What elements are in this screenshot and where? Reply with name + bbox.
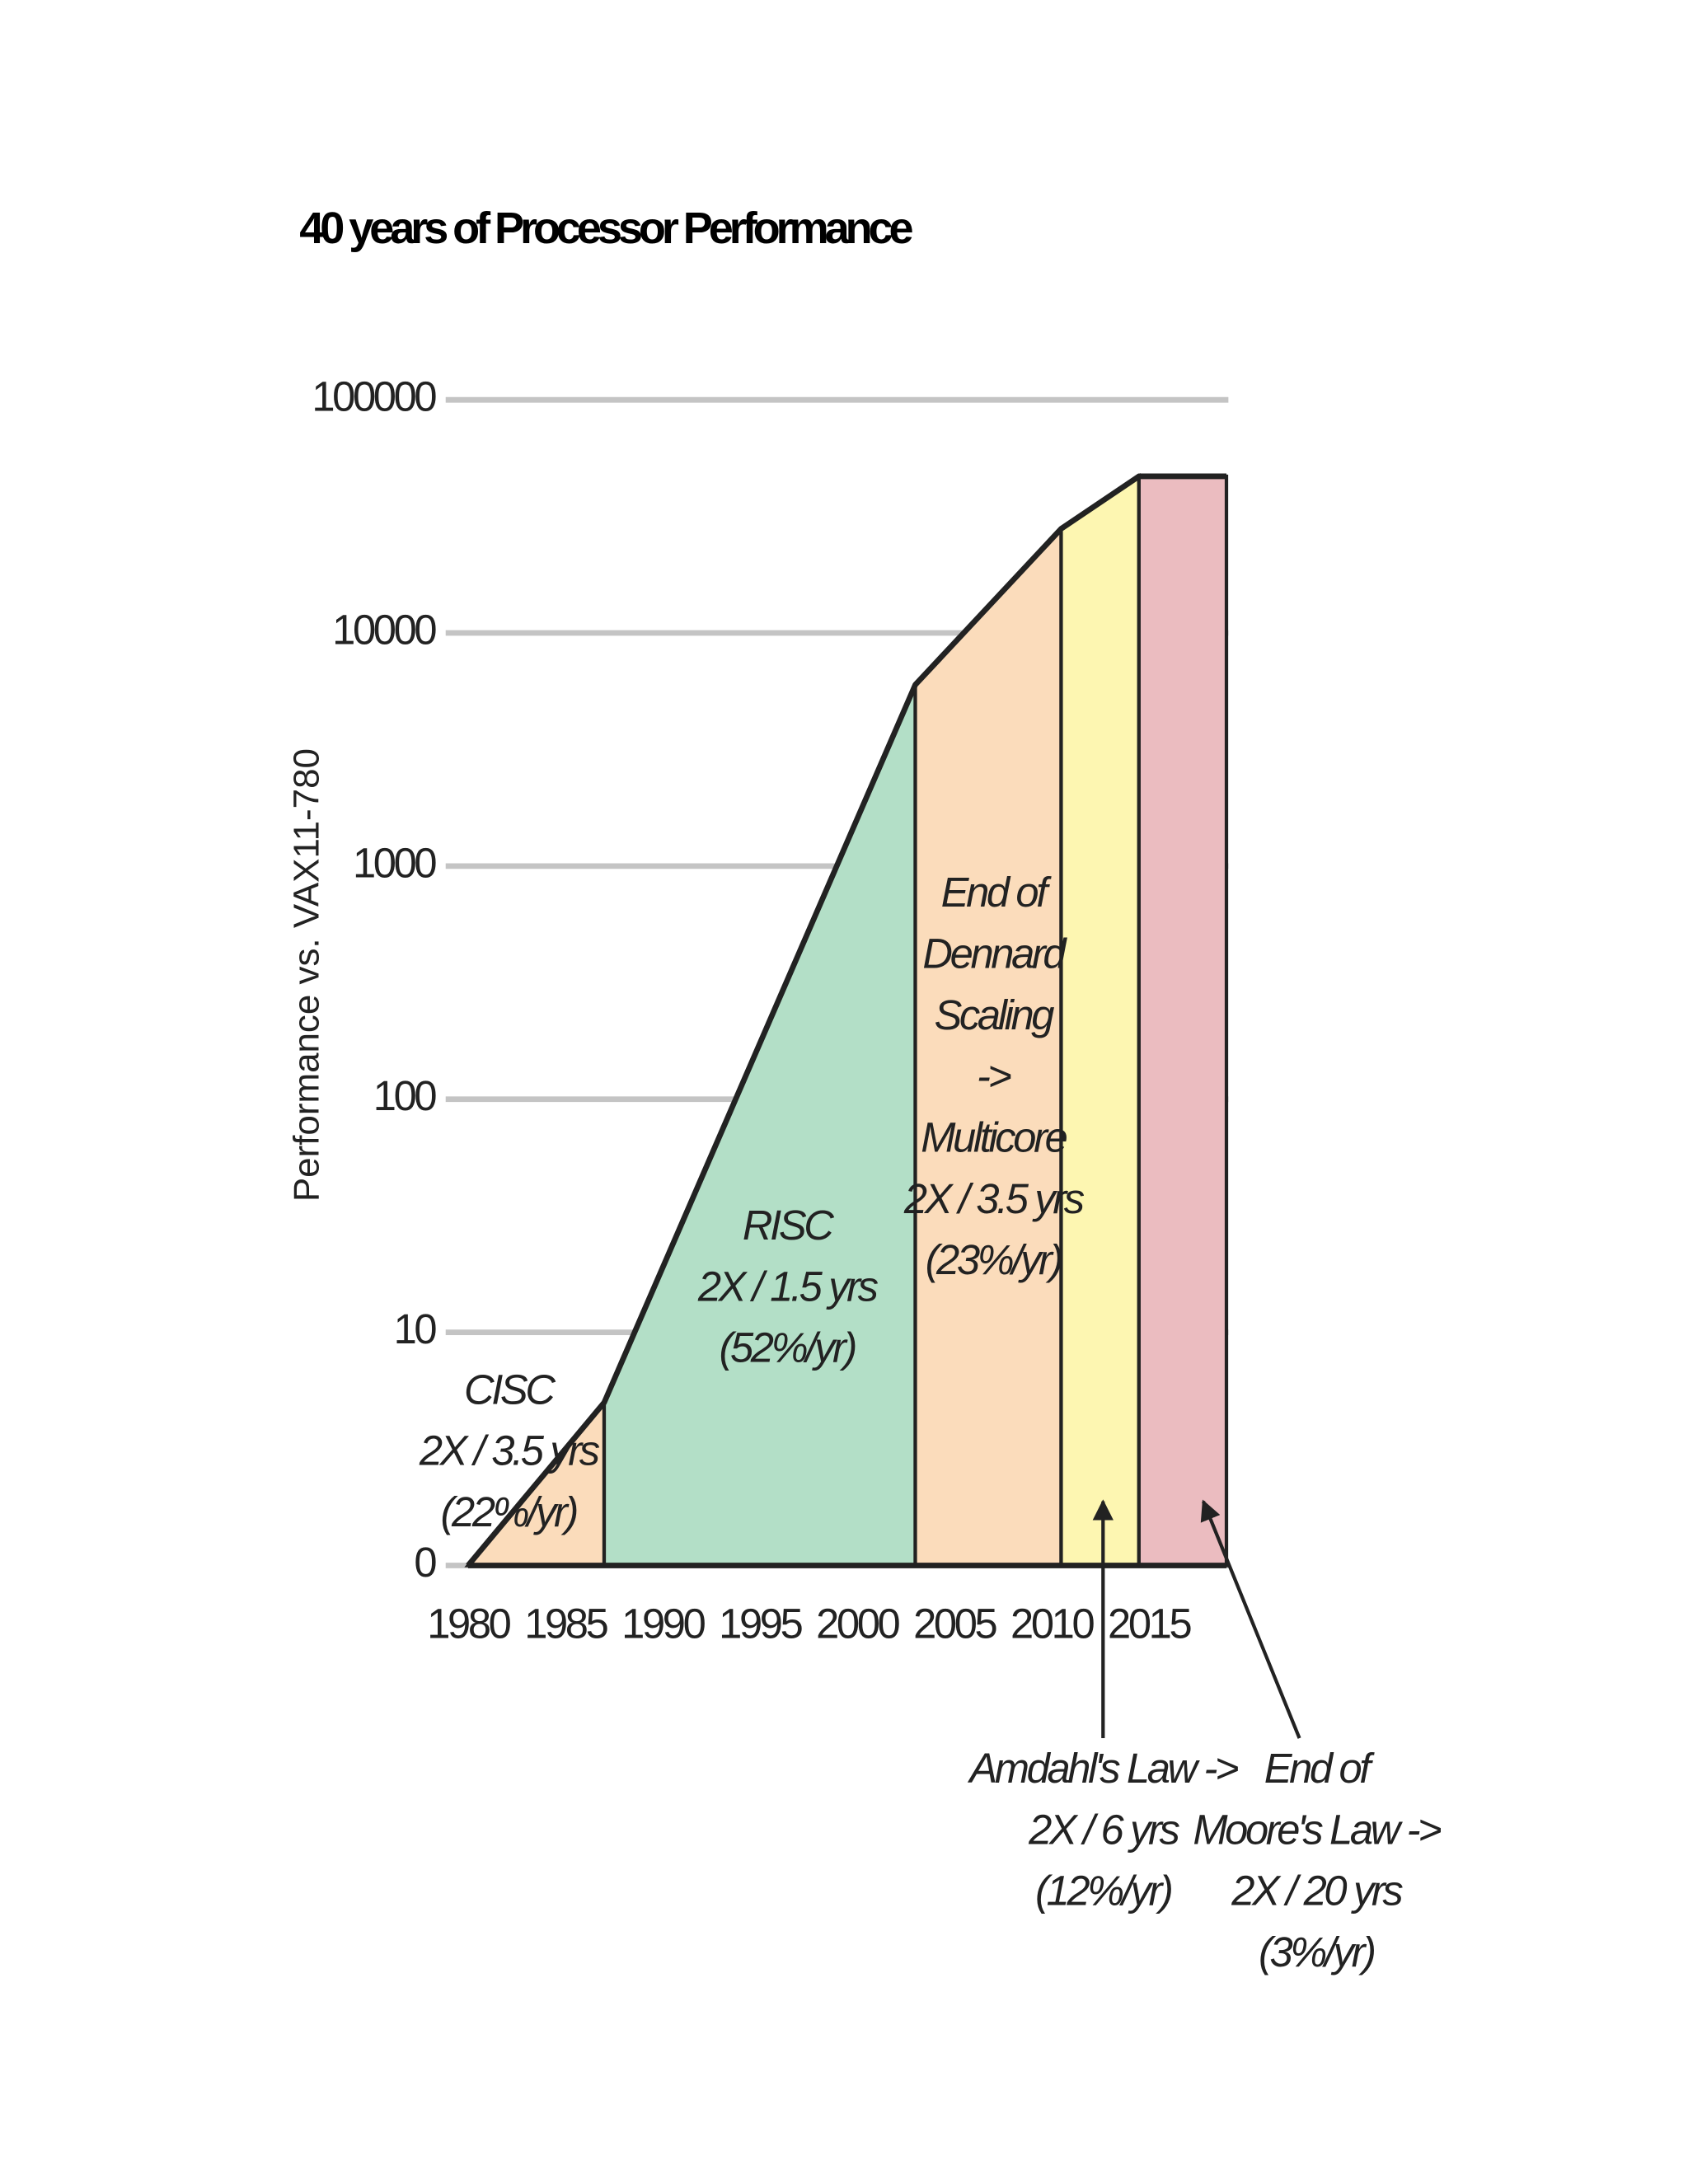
region-label: CISC [464, 1366, 556, 1413]
performance-line [466, 473, 1227, 1568]
region-label: (23%/yr) [926, 1236, 1062, 1283]
y-tick-label: 10000 [332, 606, 436, 653]
region-label: (52%/yr) [719, 1324, 855, 1371]
region-label: End of [1264, 1745, 1376, 1792]
region-label: 2X / 1.5 yrs [697, 1263, 879, 1310]
x-tick-label: 2010 [1010, 1600, 1094, 1647]
x-tick-label: 1995 [719, 1600, 802, 1647]
x-tick-label: 1985 [524, 1600, 607, 1647]
y-tick-label: 100 [373, 1072, 437, 1119]
region-label: (22%/yr) [441, 1488, 577, 1535]
region [1137, 474, 1229, 1568]
y-tick-label: 100000 [312, 373, 436, 420]
x-tick-label: 2005 [913, 1600, 996, 1647]
region-label: -> [977, 1052, 1010, 1099]
y-tick-label: 10 [394, 1305, 437, 1352]
x-tick-label: 1980 [427, 1600, 510, 1647]
region-label: Moore's Law -> [1193, 1806, 1441, 1853]
region-label: 2X / 3.5 yrs [903, 1175, 1085, 1222]
region-label: Scaling [935, 991, 1055, 1038]
region [913, 524, 1063, 1568]
x-tick-label: 1990 [621, 1600, 705, 1647]
x-tick-label: 2000 [816, 1600, 899, 1647]
region [1059, 472, 1141, 1568]
chart-title: 40 years of Processor Performance [299, 204, 912, 253]
region-label: RISC [743, 1202, 834, 1249]
region [602, 683, 917, 1568]
region-label: 2X / 6 yrs [1028, 1806, 1179, 1853]
region-label: Multicore [921, 1114, 1067, 1161]
y-tick-label: 0 [414, 1539, 436, 1586]
region-label: 2X / 20 yrs [1231, 1868, 1403, 1915]
region-label: (3%/yr) [1259, 1929, 1374, 1975]
x-tick-label: 2015 [1108, 1600, 1191, 1647]
region-label: 2X / 3.5 yrs [419, 1427, 600, 1474]
region-label: End of [941, 869, 1053, 916]
region-label: Amdahl's Law -> [967, 1745, 1238, 1792]
region-label: Dennard [922, 930, 1067, 977]
region-label: (12%/yr) [1035, 1868, 1171, 1915]
y-axis-label: Performance vs. VAX11-780 [287, 748, 327, 1202]
y-tick-label: 1000 [353, 839, 436, 886]
callout-arrow [1200, 1499, 1301, 1739]
